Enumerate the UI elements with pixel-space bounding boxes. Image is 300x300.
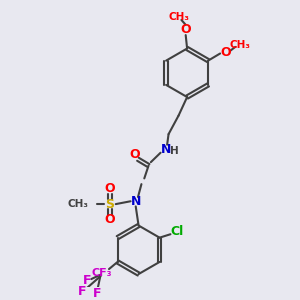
- Text: Cl: Cl: [170, 226, 183, 238]
- Text: F: F: [93, 287, 102, 300]
- Text: F: F: [83, 274, 92, 287]
- Text: O: O: [180, 23, 191, 36]
- Text: CF₃: CF₃: [92, 268, 112, 278]
- Text: O: O: [105, 182, 115, 195]
- Text: CH₃: CH₃: [229, 40, 250, 50]
- Text: S: S: [106, 198, 115, 211]
- Text: O: O: [105, 213, 115, 226]
- Text: O: O: [129, 148, 140, 160]
- Text: O: O: [220, 46, 231, 59]
- Text: CH₃: CH₃: [67, 199, 88, 209]
- Text: N: N: [160, 143, 171, 156]
- Text: H: H: [170, 146, 178, 156]
- Text: CH₃: CH₃: [168, 12, 189, 22]
- Text: N: N: [130, 195, 141, 208]
- Text: F: F: [78, 285, 86, 298]
